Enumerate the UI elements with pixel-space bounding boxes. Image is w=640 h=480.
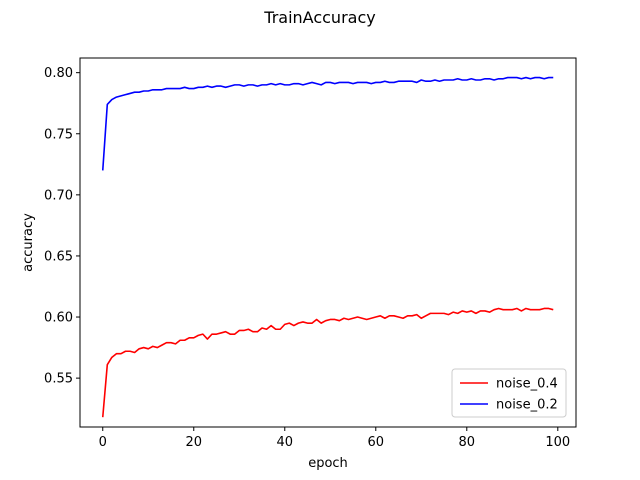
y-tick-label: 0.60 [44,311,73,326]
plot-area-frame [79,57,577,428]
x-axis-label: epoch [308,456,348,471]
legend-box [451,368,567,418]
x-tick-label: 80 [459,435,476,450]
y-axis-ticks: 0.55 0.60 0.65 0.70 0.75 0.80 [44,66,80,387]
x-tick-label: 20 [185,435,202,450]
y-tick-label: 0.70 [44,188,73,203]
x-tick-label: 100 [545,435,570,450]
chart-title: TrainAccuracy [263,8,375,27]
legend-label-noise_0.2: noise_0.2 [496,398,558,413]
y-tick-label: 0.80 [44,66,73,81]
y-tick-label: 0.55 [44,372,73,387]
series-line-noise_0.4 [101,307,554,418]
y-tick-label: 0.75 [44,127,73,142]
series-layer [101,76,554,418]
y-axis-label: accuracy [21,213,36,272]
x-tick-label: 60 [368,435,385,450]
legend-label-noise_0.4: noise_0.4 [496,377,558,392]
x-tick-label: 40 [276,435,293,450]
series-line-noise_0.2 [101,76,554,171]
x-axis-ticks: 0 20 40 60 80 100 [99,427,570,450]
x-tick-label: 0 [99,435,107,450]
y-tick-label: 0.65 [44,249,73,264]
legend: noise_0.4 noise_0.2 [451,368,567,418]
